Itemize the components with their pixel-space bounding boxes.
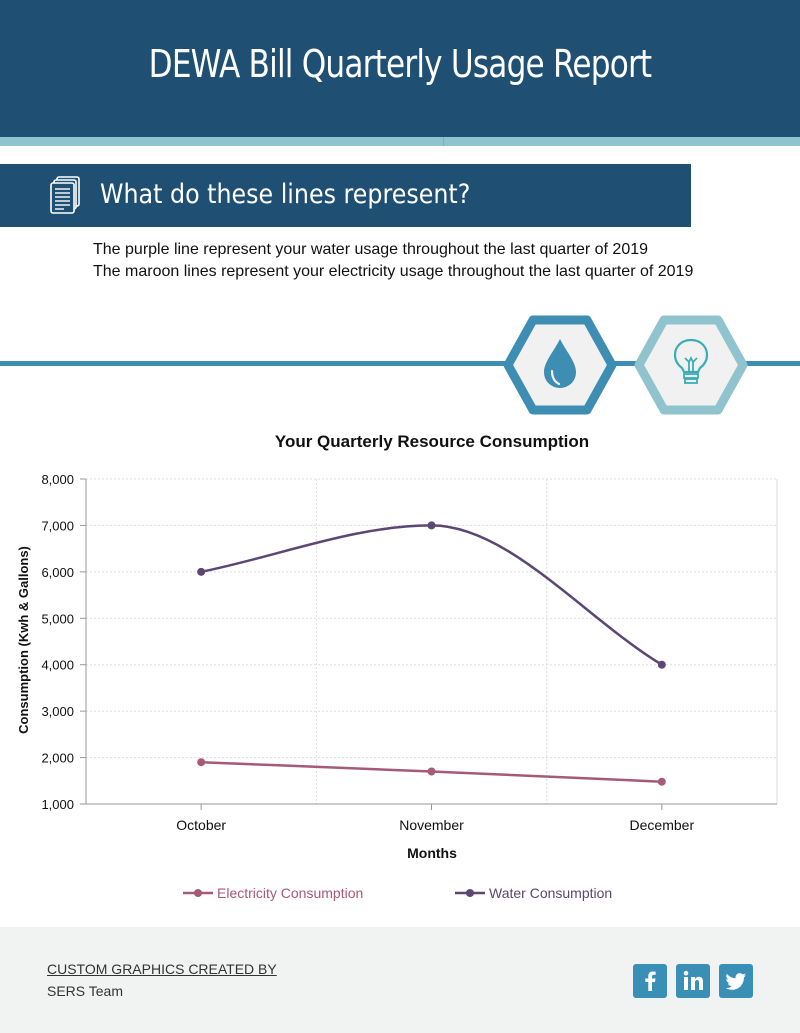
x-tick-label: October [176,817,226,833]
water-point [197,567,206,576]
y-tick-label: 2,000 [41,751,74,766]
facebook-icon [645,971,656,991]
credit-name: SERS Team [47,983,123,999]
page-title: DEWA Bill Quarterly Usage Report [148,42,653,86]
water-point [657,660,666,669]
electricity-legend-label: Electricity Consumption [217,885,363,901]
electricity-point [197,758,206,767]
section-bar: What do these lines represent? [0,164,691,227]
y-tick-label: 6,000 [41,565,74,580]
page-header: DEWA Bill Quarterly Usage Report [0,0,800,137]
x-axis-ticks: October November December [176,804,694,833]
document-icon [50,176,80,214]
water-description: The purple line represent your water usa… [93,241,649,258]
facebook-button[interactable] [633,964,667,998]
credit-label[interactable]: CUSTOM GRAPHICS CREATED BY [47,961,277,977]
water-legend-label: Water Consumption [489,885,612,901]
water-legend-marker [466,889,474,897]
water-drop-icon [503,315,617,415]
twitter-button[interactable] [719,964,753,998]
header-stripe [0,137,800,146]
legend-description: The purple line represent your water usa… [93,239,693,283]
lightbulb-icon [634,315,748,415]
x-tick-label: November [399,817,464,833]
y-tick-label: 4,000 [41,658,74,673]
linkedin-icon [683,970,703,990]
section-title: What do these lines represent? [100,179,471,210]
electricity-description: The maroon lines represent your electric… [93,263,694,280]
electricity-legend-marker [194,889,202,897]
y-axis-label: Consumption (Kwh & Gallons) [16,546,31,734]
header-stripe-divider [443,137,444,146]
electricity-point [427,767,436,776]
x-tick-label: December [630,817,695,833]
footer: CUSTOM GRAPHICS CREATED BY SERS Team [0,927,800,1033]
y-tick-label: 1,000 [41,797,74,812]
y-tick-label: 5,000 [41,611,74,626]
y-axis-ticks: 1,000 2,000 3,000 4,000 5,000 6,000 7,000 8,000 [41,472,86,812]
chart-legend: Electricity Consumption Water Consumption [183,885,612,901]
linkedin-button[interactable] [676,964,710,998]
chart-series [197,521,666,786]
section-divider [0,361,800,366]
x-axis-label: Months [407,845,457,861]
chart-title: Your Quarterly Resource Consumption [275,432,589,451]
water-line [200,524,663,666]
y-tick-label: 7,000 [41,518,74,533]
consumption-chart: Your Quarterly Resource Consumption 1,00… [16,432,778,901]
y-tick-label: 3,000 [41,704,74,719]
twitter-icon [725,973,746,990]
water-point [427,521,436,530]
electricity-point [657,777,666,786]
y-tick-label: 8,000 [41,472,74,487]
